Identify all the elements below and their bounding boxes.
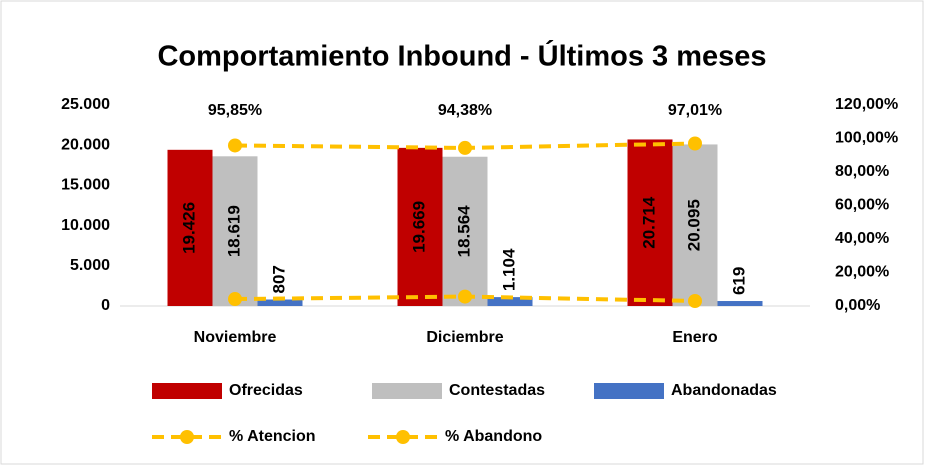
- data-label: 619: [729, 267, 748, 295]
- marker: [688, 136, 702, 151]
- y2-tick-label: 80,00%: [835, 163, 889, 180]
- y2-tick-label: 20,00%: [835, 264, 889, 281]
- bar: [257, 299, 303, 306]
- bar: [442, 156, 488, 306]
- legend-marker: [396, 430, 410, 444]
- y-tick-label: 25.000: [61, 96, 110, 113]
- x-tick-label: Diciembre: [426, 329, 503, 346]
- marker: [228, 138, 242, 153]
- bar: [397, 147, 443, 306]
- legend-label: % Atencion: [229, 428, 316, 445]
- data-label: 20.095: [684, 199, 703, 251]
- bar: [627, 139, 673, 306]
- x-tick-label: Enero: [672, 329, 718, 346]
- data-label: 19.669: [409, 201, 428, 253]
- legend-label: Ofrecidas: [229, 382, 303, 399]
- marker: [688, 293, 702, 308]
- bar: [717, 301, 763, 306]
- data-label: 94,38%: [438, 102, 492, 119]
- legend-label: Abandonadas: [671, 382, 777, 399]
- y2-tick-label: 0,00%: [835, 297, 880, 314]
- data-label: 18.564: [454, 205, 473, 258]
- bar: [212, 156, 258, 306]
- bar: [672, 144, 718, 306]
- chart-title: Comportamiento Inbound - Últimos 3 meses: [157, 39, 766, 73]
- bar: [167, 149, 213, 306]
- y-tick-label: 0: [101, 297, 110, 314]
- data-label: 20.714: [639, 196, 658, 249]
- legend-marker: [180, 430, 194, 444]
- y2-tick-label: 60,00%: [835, 197, 889, 214]
- legend-swatch: [594, 383, 664, 399]
- data-label: 807: [269, 265, 288, 293]
- marker: [228, 292, 242, 307]
- marker: [458, 289, 472, 304]
- legend-swatch: [152, 383, 222, 399]
- y-tick-label: 20.000: [61, 136, 110, 153]
- data-label: 95,85%: [208, 102, 262, 119]
- data-label: 97,01%: [668, 102, 722, 119]
- y2-tick-label: 120,00%: [835, 96, 898, 113]
- bar: [487, 297, 533, 306]
- legend-label: % Abandono: [445, 428, 542, 445]
- x-tick-label: Noviembre: [194, 329, 277, 346]
- y2-tick-label: 100,00%: [835, 130, 898, 147]
- data-label: 19.426: [179, 202, 198, 254]
- legend-swatch: [372, 383, 442, 399]
- legend-label: Contestadas: [449, 382, 545, 399]
- y-tick-label: 5.000: [70, 257, 110, 274]
- y2-tick-label: 40,00%: [835, 230, 889, 247]
- y-tick-label: 15.000: [61, 177, 110, 194]
- data-label: 18.619: [224, 205, 243, 257]
- data-label: 1.104: [499, 248, 518, 291]
- marker: [458, 140, 472, 155]
- y-tick-label: 10.000: [61, 217, 110, 234]
